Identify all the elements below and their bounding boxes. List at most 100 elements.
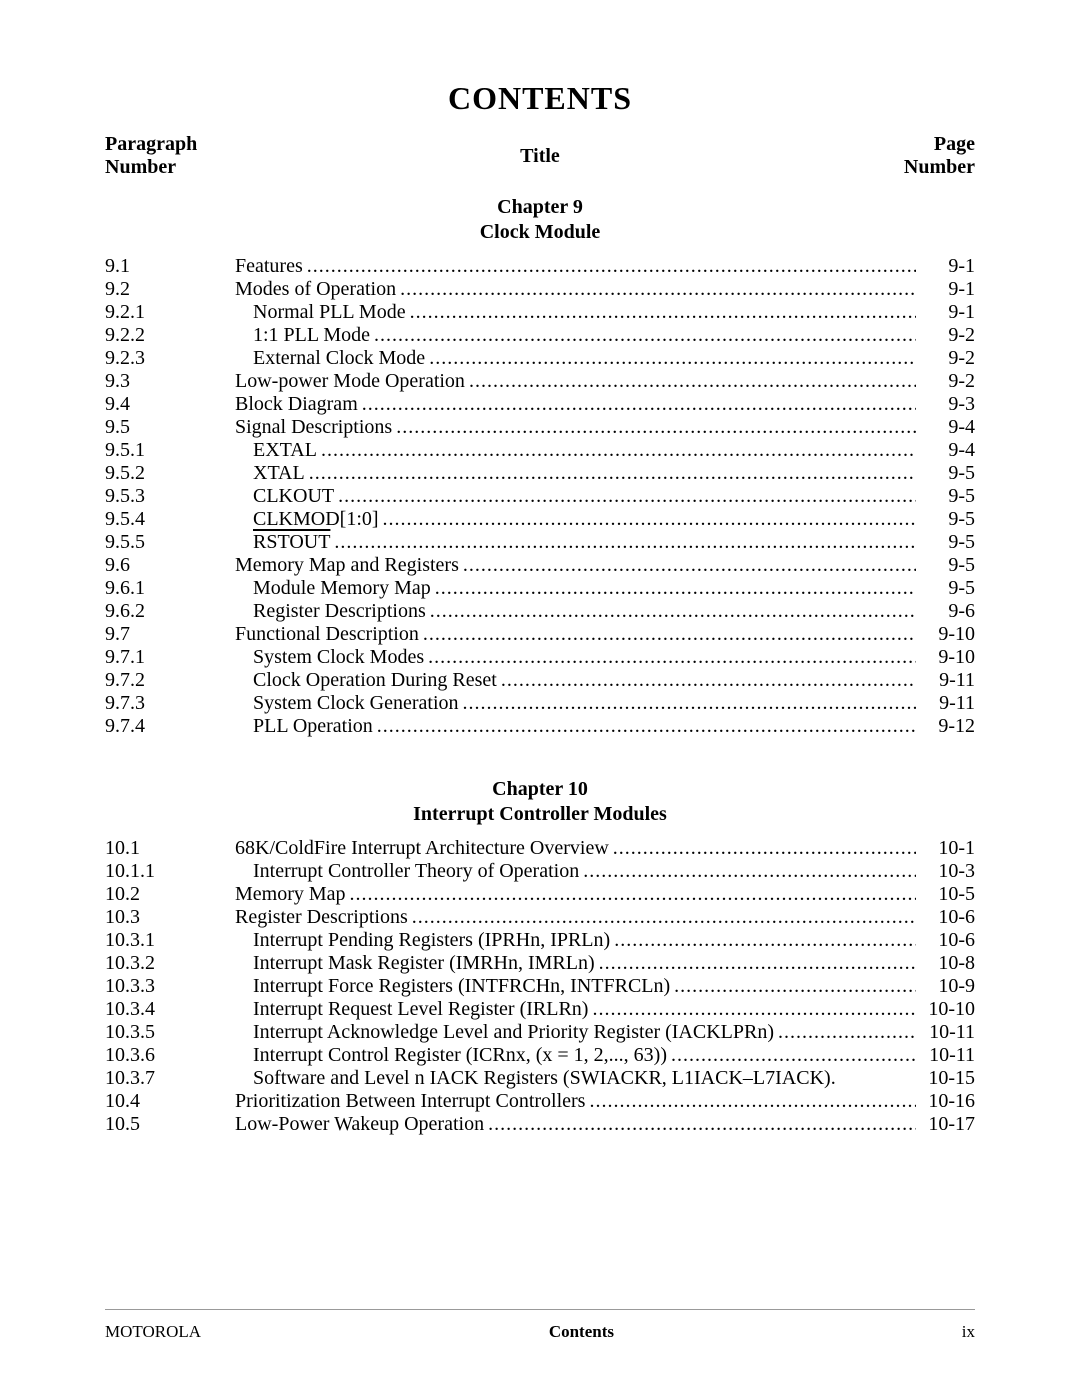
leader-dots xyxy=(383,508,916,530)
toc-entry: 9.2.1Normal PLL Mode 9-1 xyxy=(105,301,975,323)
entry-number: 9.5.2 xyxy=(105,462,235,484)
entry-page: 10-9 xyxy=(920,975,975,997)
entry-number: 10.5 xyxy=(105,1113,235,1135)
entry-title: External Clock Mode xyxy=(235,347,425,369)
entry-title: XTAL xyxy=(235,462,305,484)
entry-page: 9-10 xyxy=(920,646,975,668)
toc-entry: 9.7Functional Description 9-10 xyxy=(105,623,975,645)
leader-dots xyxy=(613,837,916,859)
entry-page: 10-8 xyxy=(920,952,975,974)
toc-entry: 9.3Low-power Mode Operation 9-2 xyxy=(105,370,975,392)
entry-title: EXTAL xyxy=(235,439,317,461)
entry-page: 9-5 xyxy=(920,554,975,576)
toc-entry: 9.5.1EXTAL 9-4 xyxy=(105,439,975,461)
entry-title: System Clock Generation xyxy=(235,692,459,714)
entry-number: 9.2.2 xyxy=(105,324,235,346)
entry-number: 9.2 xyxy=(105,278,235,300)
entry-page: 9-11 xyxy=(920,692,975,714)
entry-title: Register Descriptions xyxy=(235,600,426,622)
toc-entry: 10.3.6Interrupt Control Register (ICRnx,… xyxy=(105,1044,975,1066)
leader-dots xyxy=(589,1090,916,1112)
leader-dots xyxy=(435,577,916,599)
entry-page: 10-11 xyxy=(920,1044,975,1066)
entry-number: 9.2.1 xyxy=(105,301,235,323)
column-headers: Paragraph Number Title Page Number xyxy=(105,133,975,183)
entry-title: Prioritization Between Interrupt Control… xyxy=(235,1090,585,1112)
leader-dots xyxy=(463,554,916,576)
entry-title: Block Diagram xyxy=(235,393,358,415)
leader-dots xyxy=(377,715,916,737)
leader-dots xyxy=(469,370,916,392)
leader-dots xyxy=(599,952,916,974)
leader-dots xyxy=(362,393,916,415)
entry-number: 9.7.4 xyxy=(105,715,235,737)
entry-page: 9-1 xyxy=(920,301,975,323)
entry-title: CLKOUT xyxy=(235,485,334,507)
entry-number: 9.3 xyxy=(105,370,235,392)
entry-number: 9.2.3 xyxy=(105,347,235,369)
toc-entry: 9.2.3External Clock Mode 9-2 xyxy=(105,347,975,369)
footer-center: Contents xyxy=(549,1322,614,1342)
toc-entry: 10.3.2Interrupt Mask Register (IMRHn, IM… xyxy=(105,952,975,974)
entry-number: 9.5.3 xyxy=(105,485,235,507)
entry-title: PLL Operation xyxy=(235,715,373,737)
page-footer: MOTOROLA Contents ix xyxy=(105,1309,975,1342)
footer-rule xyxy=(105,1309,975,1310)
entry-title: Normal PLL Mode xyxy=(235,301,406,323)
entry-page: 9-10 xyxy=(920,623,975,645)
entry-page: 10-5 xyxy=(920,883,975,905)
leader-dots xyxy=(423,623,916,645)
entry-number: 9.6.1 xyxy=(105,577,235,599)
entry-page: 10-16 xyxy=(920,1090,975,1112)
entry-page: 10-1 xyxy=(920,837,975,859)
leader-dots xyxy=(583,860,916,882)
entry-number: 9.1 xyxy=(105,255,235,277)
entry-number: 9.6 xyxy=(105,554,235,576)
entry-number: 10.3.3 xyxy=(105,975,235,997)
toc-entry: 10.168K/ColdFire Interrupt Architecture … xyxy=(105,837,975,859)
entry-page: 9-4 xyxy=(920,416,975,438)
entry-page: 10-6 xyxy=(920,906,975,928)
entry-number: 9.4 xyxy=(105,393,235,415)
entry-page: 9-6 xyxy=(920,600,975,622)
entry-number: 10.3.2 xyxy=(105,952,235,974)
entry-title: Interrupt Acknowledge Level and Priority… xyxy=(235,1021,774,1043)
entry-number: 10.2 xyxy=(105,883,235,905)
entry-title: Signal Descriptions xyxy=(235,416,392,438)
entry-number: 9.5.1 xyxy=(105,439,235,461)
entry-title: RSTOUT xyxy=(235,531,330,553)
toc-entry: 10.5Low-Power Wakeup Operation 10-17 xyxy=(105,1113,975,1135)
toc-entry: 10.1.1Interrupt Controller Theory of Ope… xyxy=(105,860,975,882)
entry-page: 10-6 xyxy=(920,929,975,951)
toc-entry: 10.2Memory Map 10-5 xyxy=(105,883,975,905)
entry-number: 9.5 xyxy=(105,416,235,438)
entry-page: 9-2 xyxy=(920,324,975,346)
chapter-heading: Chapter 9Clock Module xyxy=(105,195,975,245)
entry-title: Module Memory Map xyxy=(235,577,431,599)
entry-title: Interrupt Pending Registers (IPRHn, IPRL… xyxy=(235,929,610,951)
leader-dots xyxy=(488,1113,916,1135)
entry-title: Functional Description xyxy=(235,623,419,645)
entry-page: 9-5 xyxy=(920,462,975,484)
chapter-line2: Interrupt Controller Modules xyxy=(413,803,667,825)
entry-number: 10.3.1 xyxy=(105,929,235,951)
toc-entry: 10.3.5Interrupt Acknowledge Level and Pr… xyxy=(105,1021,975,1043)
entry-title: Interrupt Request Level Register (IRLRn) xyxy=(235,998,588,1020)
entry-title: CLKMOD[1:0] xyxy=(235,508,379,530)
entry-page: 9-12 xyxy=(920,715,975,737)
entry-number: 10.3.6 xyxy=(105,1044,235,1066)
toc-entry: 9.5.4CLKMOD[1:0] 9-5 xyxy=(105,508,975,530)
toc-entry: 9.6.1Module Memory Map 9-5 xyxy=(105,577,975,599)
entry-number: 9.6.2 xyxy=(105,600,235,622)
chapter-line1: Chapter 10 xyxy=(492,778,588,800)
toc-entry: 9.7.3System Clock Generation 9-11 xyxy=(105,692,975,714)
entry-title: Low-Power Wakeup Operation xyxy=(235,1113,484,1135)
entry-page: 9-5 xyxy=(920,531,975,553)
toc-entry: 10.3.3Interrupt Force Registers (INTFRCH… xyxy=(105,975,975,997)
toc-body: Chapter 9Clock Module9.1Features 9-19.2M… xyxy=(105,195,975,1135)
entry-page: 9-11 xyxy=(920,669,975,691)
toc-entry: 9.4Block Diagram 9-3 xyxy=(105,393,975,415)
page: CONTENTS Paragraph Number Title Page Num… xyxy=(0,0,1080,1397)
header-title: Title xyxy=(520,145,560,168)
entry-number: 10.3.4 xyxy=(105,998,235,1020)
